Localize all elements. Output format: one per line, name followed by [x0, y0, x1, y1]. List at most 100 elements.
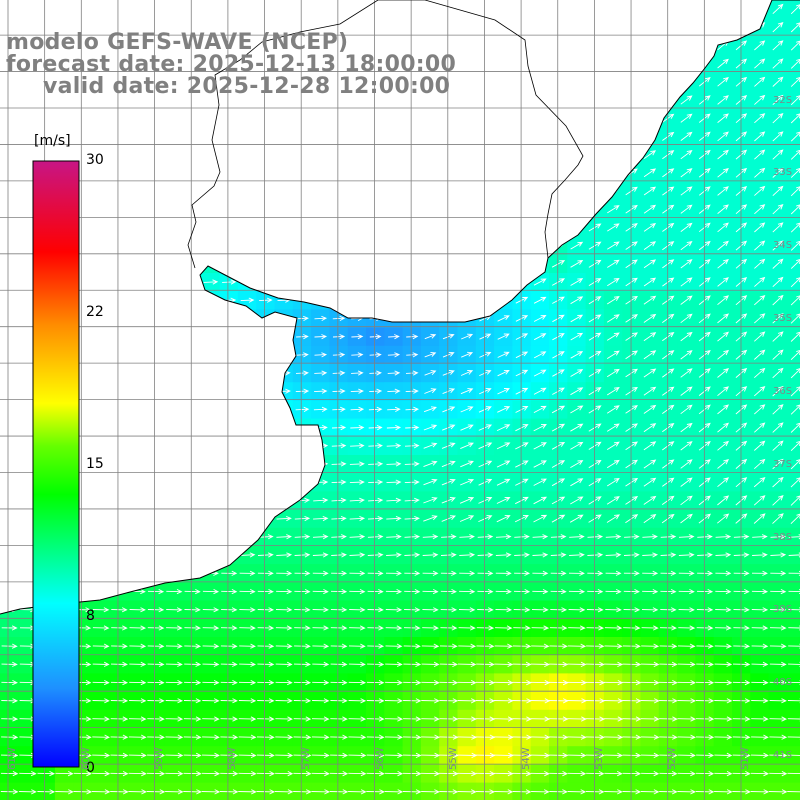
- wind-arrow: [350, 443, 365, 449]
- wind-arrow: [530, 661, 550, 668]
- wind-arrow: [222, 279, 237, 285]
- wind-arrow: [604, 643, 623, 649]
- wind-arrow: [770, 607, 787, 613]
- wind-arrow: [184, 607, 201, 613]
- wind-arrow: [717, 513, 730, 524]
- wind-arrow: [750, 752, 769, 759]
- colorbar-tick-8: 8: [86, 608, 95, 624]
- wind-arrow: [550, 570, 567, 576]
- lat-label-39s: 39S: [773, 604, 793, 615]
- wind-arrow: [403, 643, 421, 649]
- wind-arrow: [1, 661, 18, 667]
- wind-arrow: [402, 789, 422, 795]
- wind-arrow: [441, 515, 456, 522]
- wind-arrow: [477, 552, 494, 558]
- wind-arrow: [403, 698, 422, 704]
- wind-arrow: [201, 789, 221, 795]
- wind-arrow: [753, 513, 766, 524]
- wind-arrow: [404, 607, 421, 613]
- wind-arrow: [386, 479, 402, 485]
- wind-arrow: [772, 422, 784, 433]
- wind-arrow: [533, 442, 547, 450]
- wind-arrow: [643, 241, 657, 250]
- wind-arrow: [295, 315, 309, 321]
- wind-arrow: [643, 204, 657, 214]
- wind-arrow: [680, 368, 693, 378]
- wind-arrow: [772, 313, 784, 324]
- wind-arrow: [570, 369, 584, 377]
- wind-arrow: [788, 643, 800, 649]
- wind-arrow: [533, 369, 547, 377]
- wind-arrow: [678, 570, 695, 576]
- wind-arrow: [677, 789, 697, 795]
- wind-arrow: [768, 789, 788, 795]
- wind-arrow: [533, 496, 548, 505]
- wind-arrow: [331, 479, 347, 485]
- wind-arrow: [754, 131, 766, 142]
- wind-arrow: [166, 625, 183, 631]
- wind-arrow: [421, 679, 440, 686]
- wind-arrow: [457, 679, 477, 686]
- wind-arrow: [404, 479, 420, 485]
- wind-arrow: [714, 789, 733, 795]
- wind-arrow: [369, 388, 383, 394]
- wind-arrow: [772, 131, 784, 142]
- wind-arrow: [366, 752, 385, 759]
- wind-arrow: [496, 515, 511, 523]
- wind-arrow: [313, 515, 329, 522]
- wind-arrow: [772, 58, 784, 69]
- wind-arrow: [751, 570, 768, 576]
- wind-arrow: [239, 625, 256, 631]
- wind-arrow: [403, 625, 421, 631]
- wind-arrow: [772, 204, 784, 215]
- wind-arrow: [497, 406, 511, 413]
- wind-arrow: [442, 370, 455, 376]
- wind-arrow: [37, 770, 56, 777]
- wind-arrow: [331, 515, 347, 522]
- wind-arrow: [385, 589, 403, 595]
- wind-arrow: [441, 478, 456, 486]
- wind-arrow: [147, 716, 165, 722]
- wind-arrow: [497, 315, 510, 322]
- wind-arrow: [769, 752, 788, 759]
- wind-arrow: [403, 661, 422, 668]
- wind-arrow: [274, 789, 294, 795]
- wind-arrow: [238, 752, 257, 759]
- wind-arrow: [772, 276, 784, 288]
- wind-arrow: [607, 277, 620, 287]
- wind-arrow: [202, 716, 220, 722]
- wind-arrow: [549, 643, 568, 649]
- wind-arrow: [569, 514, 584, 523]
- lon-label-51w: 51W: [740, 747, 751, 770]
- wind-arrow: [202, 698, 220, 704]
- wind-arrow: [788, 607, 800, 613]
- wind-arrow: [422, 607, 439, 613]
- wind-arrow: [312, 698, 330, 704]
- wind-arrow: [717, 131, 729, 142]
- wind-arrow: [717, 459, 730, 469]
- wind-arrow: [680, 441, 693, 451]
- wind-speed-cell: [786, 127, 800, 147]
- wind-arrow: [680, 513, 693, 524]
- wind-arrow: [533, 424, 547, 432]
- wind-arrow: [717, 149, 729, 160]
- wind-arrow: [275, 625, 293, 631]
- wind-arrow: [330, 716, 348, 722]
- wind-arrow: [680, 331, 693, 342]
- wind-arrow: [643, 423, 657, 433]
- wind-arrow: [751, 734, 769, 740]
- wind-arrow: [330, 661, 348, 667]
- wind-arrow: [147, 643, 165, 649]
- wind-arrow: [314, 352, 328, 358]
- wind-arrow: [220, 771, 239, 777]
- wind-arrow: [549, 752, 569, 759]
- wind-arrow: [515, 406, 529, 413]
- wind-arrow: [606, 441, 620, 450]
- wind-arrow: [603, 716, 624, 722]
- wind-arrow: [754, 240, 766, 251]
- wind-arrow: [92, 680, 110, 686]
- wind-arrow: [312, 643, 330, 649]
- wind-arrow: [754, 185, 766, 196]
- wind-arrow: [717, 422, 730, 433]
